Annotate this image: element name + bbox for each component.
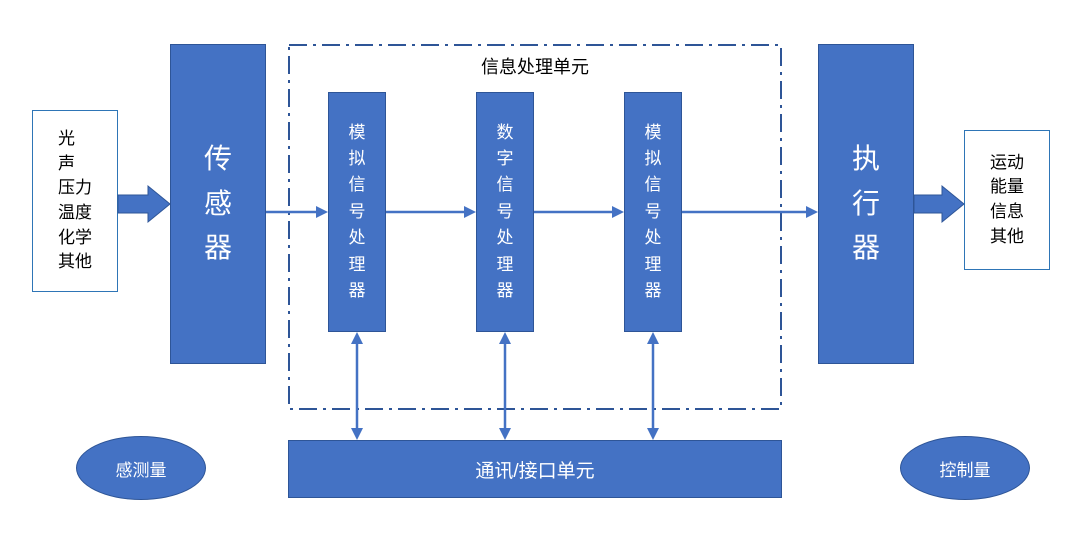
comm-box: 通讯/接口单元 bbox=[288, 440, 782, 498]
outputs-right-box: 运动 能量 信息 其他 bbox=[964, 130, 1050, 270]
input-item: 其他 bbox=[58, 250, 92, 275]
processor-2-label: 数 字 信 号 处 理 器 bbox=[497, 120, 514, 304]
sensor-box: 传 感 器 bbox=[170, 44, 266, 364]
output-item: 运动 bbox=[990, 151, 1024, 176]
output-item: 能量 bbox=[990, 175, 1024, 200]
info-unit-title: 信息处理单元 bbox=[420, 54, 650, 78]
outputs-right-list: 运动 能量 信息 其他 bbox=[980, 145, 1034, 256]
output-item: 其他 bbox=[990, 225, 1024, 250]
control-qty-ellipse: 控制量 bbox=[900, 436, 1030, 500]
arrow-proc2-comm bbox=[497, 332, 513, 440]
processor-2-box: 数 字 信 号 处 理 器 bbox=[476, 92, 534, 332]
control-qty-label: 控制量 bbox=[940, 456, 991, 481]
sense-qty-label: 感测量 bbox=[116, 456, 167, 481]
input-item: 化学 bbox=[58, 226, 92, 251]
arrow-proc3-comm bbox=[645, 332, 661, 440]
processor-1-box: 模 拟 信 号 处 理 器 bbox=[328, 92, 386, 332]
processor-3-label: 模 拟 信 号 处 理 器 bbox=[645, 120, 662, 304]
arrow-sensor-to-proc1 bbox=[266, 204, 328, 220]
arrow-proc2-to-proc3 bbox=[534, 204, 624, 220]
comm-label: 通讯/接口单元 bbox=[475, 456, 594, 483]
sense-qty-ellipse: 感测量 bbox=[76, 436, 206, 500]
arrow-proc1-comm bbox=[349, 332, 365, 440]
output-item: 信息 bbox=[990, 200, 1024, 225]
processor-3-box: 模 拟 信 号 处 理 器 bbox=[624, 92, 682, 332]
actuator-box: 执 行 器 bbox=[818, 44, 914, 364]
processor-1-label: 模 拟 信 号 处 理 器 bbox=[349, 120, 366, 304]
arrow-inputs-to-sensor bbox=[118, 186, 170, 222]
input-item: 温度 bbox=[58, 201, 92, 226]
input-item: 声 bbox=[58, 152, 75, 177]
sensor-label: 传 感 器 bbox=[204, 137, 232, 271]
input-item: 压力 bbox=[58, 176, 92, 201]
arrow-actuator-to-outputs bbox=[914, 186, 964, 222]
actuator-label: 执 行 器 bbox=[852, 137, 880, 271]
inputs-left-list: 光 声 压力 温度 化学 其他 bbox=[48, 121, 102, 281]
arrow-proc3-to-actuator bbox=[682, 204, 818, 220]
inputs-left-box: 光 声 压力 温度 化学 其他 bbox=[32, 110, 118, 292]
input-item: 光 bbox=[58, 127, 75, 152]
arrow-proc1-to-proc2 bbox=[386, 204, 476, 220]
